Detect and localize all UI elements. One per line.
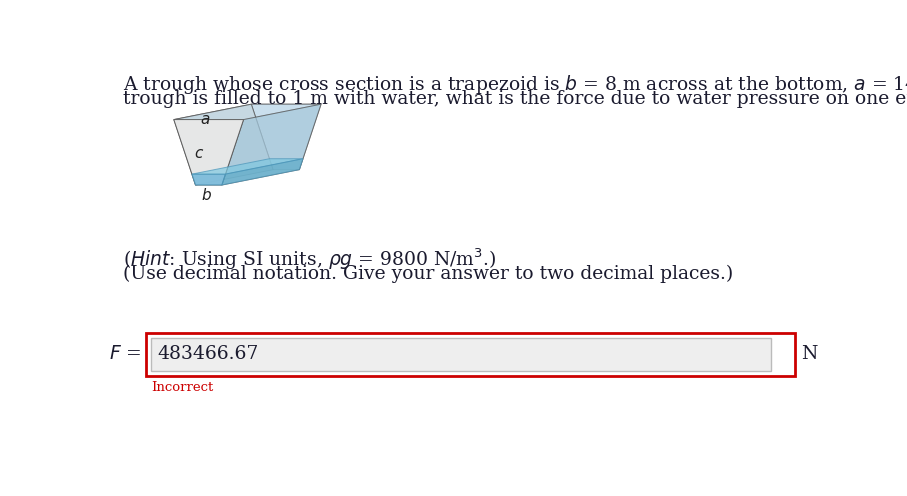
FancyBboxPatch shape <box>146 333 795 376</box>
Polygon shape <box>192 159 303 174</box>
Text: 483466.67: 483466.67 <box>158 345 258 364</box>
Polygon shape <box>251 104 321 170</box>
Text: (Use decimal notation. Give your answer to two decimal places.): (Use decimal notation. Give your answer … <box>122 265 733 283</box>
FancyBboxPatch shape <box>151 338 771 371</box>
Text: A trough whose cross section is a trapezoid is $b$ = 8 m across at the bottom, $: A trough whose cross section is a trapez… <box>122 73 907 96</box>
Text: $F$ =: $F$ = <box>109 345 141 364</box>
Polygon shape <box>222 104 321 185</box>
Polygon shape <box>192 174 226 185</box>
Polygon shape <box>222 159 303 185</box>
Text: ($\mathit{Hint}$: Using SI units, $\rho g$ = 9800 N/m$^3$.): ($\mathit{Hint}$: Using SI units, $\rho … <box>122 247 496 272</box>
Text: N: N <box>802 345 818 364</box>
Text: $a$: $a$ <box>200 114 210 127</box>
Text: $b$: $b$ <box>200 187 212 203</box>
Polygon shape <box>174 104 273 185</box>
Text: $c$: $c$ <box>193 146 204 161</box>
Text: trough is filled to 1 m with water, what is the force due to water pressure on o: trough is filled to 1 m with water, what… <box>122 90 907 108</box>
Polygon shape <box>174 104 321 120</box>
Text: Incorrect: Incorrect <box>151 381 214 394</box>
Polygon shape <box>174 120 244 185</box>
